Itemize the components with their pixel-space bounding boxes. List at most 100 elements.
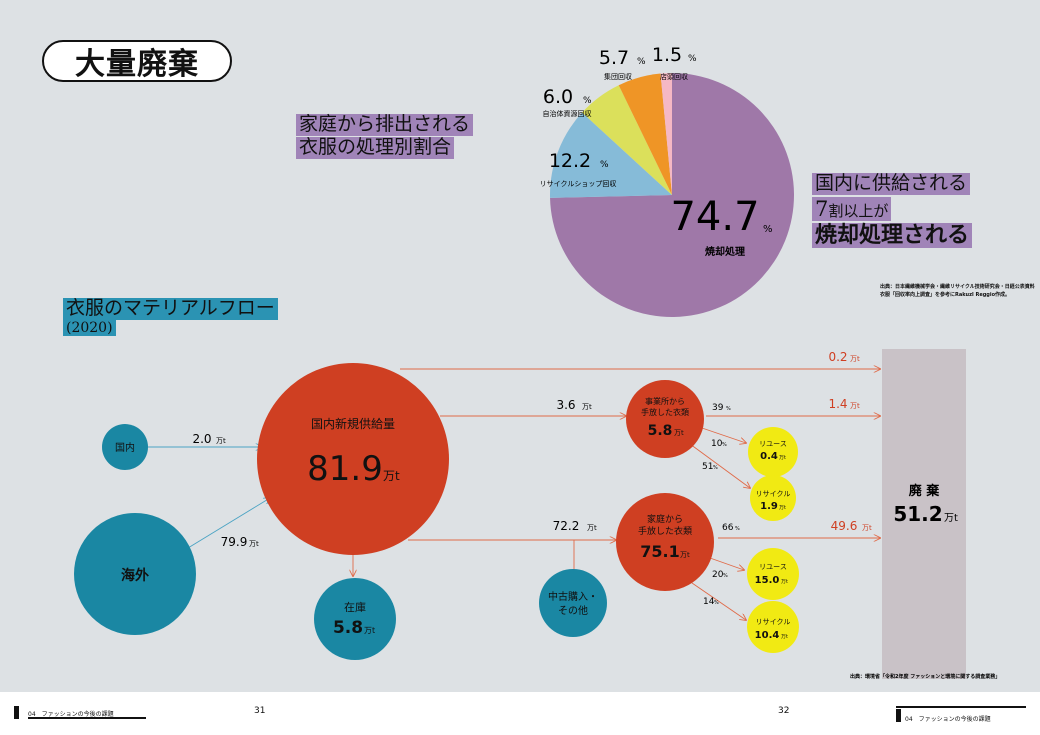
flow-office-to-recycle — [689, 443, 750, 488]
pie-value-store: 1.5 — [652, 44, 682, 66]
callout-line2-rest: 割以上が — [828, 201, 889, 220]
node-home-value: 75.1 — [640, 542, 679, 561]
flow-heading-year: (2020) — [63, 319, 116, 336]
pie-value-recycle-shop: 12.2 — [549, 150, 591, 172]
flow-label-overseas: 79.9 万t — [221, 535, 259, 549]
node-reuse-office-label: リユース — [759, 440, 787, 448]
node-office-line2: 手放した衣類 — [641, 407, 689, 417]
pie-name-incineration: 焼却処理 — [705, 245, 745, 258]
pie-name-municipal: 自治体資源回収 — [543, 109, 592, 118]
node-domestic-label: 国内 — [115, 441, 135, 454]
pie-unit-group: % — [637, 57, 646, 67]
pie-name-store: 店頭回収 — [660, 72, 688, 81]
flow-unit-direct-waste: 万t — [850, 355, 860, 363]
pct-office-recycle-unit: % — [713, 465, 718, 471]
node-reuse-office-value: 0.4 — [760, 451, 778, 462]
pie-slice-group — [618, 73, 672, 195]
flow-value-office-waste: 1.4 — [828, 397, 847, 411]
flow-heading-title: 衣服のマテリアルフロー — [63, 297, 278, 320]
node-recycle-home — [747, 601, 799, 653]
footer-right-rule — [896, 706, 1026, 708]
flow-unit-home-waste: 万t — [862, 524, 872, 532]
pct-home-reuse-unit: % — [723, 573, 728, 579]
pct-home-recycle: 14 — [703, 597, 715, 607]
footer-left-rule — [28, 717, 146, 719]
pie-value-group: 5.7 — [599, 47, 629, 69]
page-footer — [0, 692, 1040, 735]
pie-source-line2: 衣服「回収率向上調査」を参考にRakuzl Reggio作成。 — [880, 291, 1011, 298]
pie-unit-store: % — [688, 54, 697, 64]
node-home-line2: 手放した衣類 — [638, 525, 692, 537]
node-stock — [314, 578, 396, 660]
node-home-line1: 家庭から — [647, 513, 683, 525]
node-office — [626, 380, 704, 458]
page-number-right: 32 — [778, 706, 790, 716]
pie-value-incineration: 74.7 — [670, 194, 759, 240]
node-office-value: 5.8 — [648, 423, 673, 439]
callout-line1: 国内に供給される — [812, 172, 971, 195]
pie-slice-incineration — [550, 73, 795, 318]
pie-unit-recycle-shop: % — [600, 160, 609, 170]
pct-home-waste-unit: % — [735, 526, 740, 532]
page-title-text: 大量廃棄 — [75, 47, 199, 82]
pie-unit-municipal: % — [583, 96, 592, 106]
waste-label: 廃 棄 — [908, 483, 941, 499]
pie-slice-municipal — [582, 85, 672, 195]
flow-home-to-reuse — [709, 557, 744, 570]
node-recycle-office-label: リサイクル — [756, 490, 791, 498]
flow-unit-office-waste: 万t — [850, 402, 860, 410]
page-title: 大量廃棄 — [42, 40, 232, 82]
pie-label-municipal: 6.0 % 自治体資源回収 — [543, 86, 593, 118]
node-domestic — [102, 424, 148, 470]
pct-home-reuse: 20 — [712, 570, 724, 580]
node-recycle-home-unit: 万t — [781, 634, 788, 640]
flow-unit-to-office: 万t — [582, 403, 592, 411]
percent-labels: 39 % 10 % 51 % 66 % 20 % 14 % — [702, 403, 740, 607]
flow-value-direct-waste: 0.2 — [828, 350, 847, 364]
footer-left-marker — [14, 706, 19, 719]
flow-value-domestic: 2.0 — [192, 432, 211, 446]
flow-overseas-to-supply — [187, 498, 270, 549]
pct-office-waste-unit: % — [726, 406, 731, 412]
node-stock-value: 5.8 — [333, 618, 363, 638]
node-stock-label: 在庫 — [344, 600, 366, 614]
node-used — [539, 569, 607, 637]
node-supply-unit: 万t — [383, 469, 400, 483]
flow-label-office-waste: 1.4 万t — [828, 397, 860, 411]
pie-label-incineration: 74.7 % 焼却処理 — [670, 194, 772, 258]
pie-label-group: 5.7 % 集団回収 — [599, 47, 646, 81]
pie-unit-incineration: % — [763, 224, 773, 235]
pie-slice-store — [660, 73, 672, 195]
node-reuse-home — [747, 548, 799, 600]
flow-source: 出典：環境省「令和2年度 ファッションと環境に関する調査業務」 — [850, 673, 1000, 680]
pie-heading-line1: 家庭から排出される — [296, 113, 474, 136]
node-reuse-home-value: 15.0 — [755, 575, 780, 586]
pct-home-recycle-unit: % — [714, 600, 719, 606]
callout-line2: 7割以上が — [812, 196, 892, 221]
waste-unit: 万t — [944, 513, 958, 524]
node-overseas — [74, 513, 196, 635]
flow-office-to-reuse — [701, 427, 746, 443]
node-stock-unit: 万t — [364, 626, 375, 635]
node-recycle-office — [750, 475, 796, 521]
node-office-line1: 事業所から — [645, 396, 685, 406]
pie-name-group: 集団回収 — [604, 72, 632, 81]
node-used-line2: その他 — [558, 604, 588, 617]
node-recycle-home-label: リサイクル — [756, 618, 791, 626]
pie-slice-recycle-shop — [550, 112, 672, 198]
footer-right-marker — [896, 709, 901, 722]
pie-heading: 家庭から排出される 衣服の処理別割合 — [296, 113, 474, 159]
node-reuse-home-label: リユース — [759, 563, 787, 571]
flow-unit-domestic: 万t — [216, 437, 226, 445]
flow-label-to-office: 3.6 万t — [556, 398, 592, 412]
flow-label-domestic: 2.0 万t — [192, 432, 226, 446]
pie-name-recycle-shop: リサイクルショップ回収 — [540, 180, 617, 188]
node-recycle-office-value: 1.9 — [760, 501, 778, 512]
flow-label-to-home: 72.2 万t — [553, 519, 597, 533]
pie-label-recycle-shop: 12.2 % リサイクルショップ回収 — [540, 150, 617, 188]
flow-label-home-waste: 49.6 万t — [831, 519, 872, 533]
node-reuse-home-unit: 万t — [781, 579, 788, 585]
pct-office-reuse-unit: % — [722, 442, 727, 448]
footer-left-label: 04 ファッションの今後の課題 — [28, 711, 114, 718]
